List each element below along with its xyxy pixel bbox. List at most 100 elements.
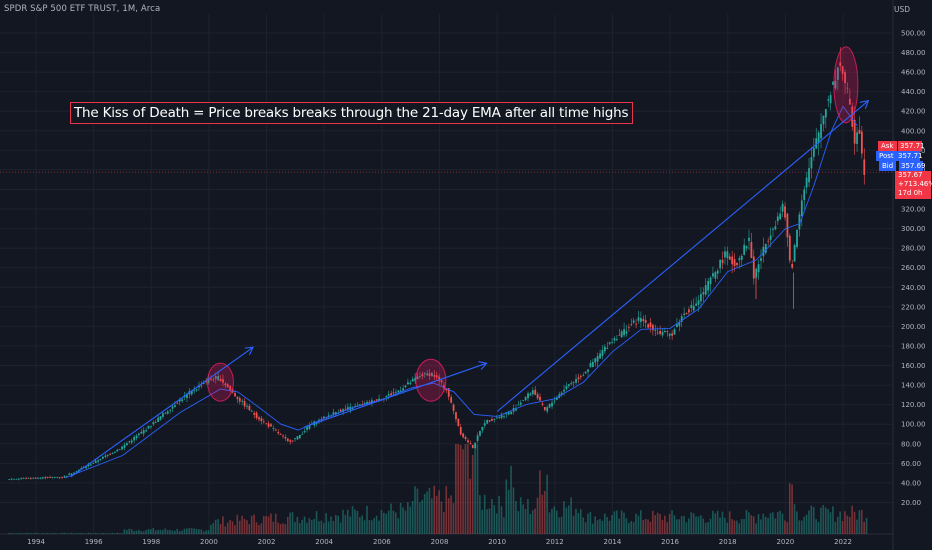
volume-bar xyxy=(138,529,140,534)
candle-body xyxy=(582,375,585,377)
volume-bar xyxy=(282,523,284,534)
volume-bar xyxy=(294,522,296,534)
trendline-arrow xyxy=(70,348,253,478)
y-tick-label: 260.00 xyxy=(901,264,926,272)
candle-body xyxy=(839,62,842,67)
volume-bar xyxy=(603,513,606,534)
volume-bar xyxy=(274,513,277,534)
volume-bar xyxy=(848,516,851,534)
volume-bar xyxy=(267,516,270,534)
candle-body xyxy=(226,384,229,388)
candle-body xyxy=(820,124,822,139)
volume-bar xyxy=(135,530,138,534)
volume-bar xyxy=(157,529,159,534)
candle-body xyxy=(630,324,633,326)
candle-body xyxy=(344,408,347,410)
candle-body xyxy=(565,386,568,390)
candle-body xyxy=(63,476,66,478)
volume-bar xyxy=(661,520,664,534)
candle-body xyxy=(603,346,606,352)
ask-label: Ask xyxy=(878,141,897,151)
candle-body xyxy=(289,440,292,443)
candle-body xyxy=(92,462,95,464)
candle-body xyxy=(555,397,558,400)
candle-body xyxy=(366,402,368,405)
candle-body xyxy=(73,472,75,474)
candle-body xyxy=(712,273,714,277)
volume-bar xyxy=(455,444,457,534)
volume-bar xyxy=(702,518,705,534)
volume-bar xyxy=(659,513,661,534)
volume-bar xyxy=(320,520,323,534)
volume-bar xyxy=(851,505,853,534)
volume-bar xyxy=(111,532,114,534)
volume-bar xyxy=(17,533,20,534)
candle-body xyxy=(346,407,349,410)
volume-bar xyxy=(22,533,25,534)
volume-bar xyxy=(392,510,395,534)
kiss-of-death-annotation[interactable]: The Kiss of Death = Price breaks breaks … xyxy=(70,102,634,124)
volume-bar xyxy=(692,513,695,534)
x-tick-label: 2000 xyxy=(200,538,218,546)
candle-body xyxy=(599,353,601,359)
volume-bar xyxy=(565,507,568,534)
candle-body xyxy=(32,477,35,479)
candle-body xyxy=(760,258,762,261)
candle-body xyxy=(784,206,786,218)
volume-bar xyxy=(625,518,628,534)
candle-body xyxy=(834,80,837,89)
volume-bar xyxy=(531,510,534,534)
volume-bar xyxy=(186,528,188,534)
candle-body xyxy=(625,331,628,334)
volume-bar xyxy=(383,512,385,534)
volume-bar xyxy=(366,505,368,534)
volume-bar xyxy=(37,533,39,534)
volume-bar xyxy=(863,521,865,534)
volume-bar xyxy=(572,515,575,534)
candle-body xyxy=(284,437,287,439)
candle-body xyxy=(642,319,645,322)
candle-body xyxy=(327,415,330,417)
volume-bar xyxy=(27,533,30,534)
candle-body xyxy=(709,277,712,285)
candle-body xyxy=(856,132,858,144)
candle-body xyxy=(193,390,196,392)
volume-bar xyxy=(834,521,837,534)
volume-bar xyxy=(419,502,421,534)
candle-body xyxy=(764,243,767,253)
candle-body xyxy=(627,327,630,329)
volume-bar xyxy=(13,533,15,534)
bid-price-tag: Bid 357.69 xyxy=(879,161,926,171)
candle-body xyxy=(824,109,827,118)
volume-bar xyxy=(363,520,366,534)
candle-body xyxy=(752,256,755,279)
candle-body xyxy=(390,393,393,396)
volume-bar xyxy=(207,530,210,534)
volume-bar xyxy=(666,522,669,534)
candle-body xyxy=(222,379,224,383)
candle-body xyxy=(17,478,20,480)
candle-body xyxy=(567,384,570,387)
volume-bar xyxy=(786,522,789,534)
candle-body xyxy=(166,411,169,414)
volume-bar xyxy=(856,519,858,534)
volume-bar xyxy=(846,515,849,534)
volume-bar xyxy=(491,499,493,534)
candle-body xyxy=(615,339,618,340)
volume-bar xyxy=(671,510,673,534)
candle-body xyxy=(104,455,107,457)
volume-bar xyxy=(65,533,68,534)
candle-body xyxy=(493,419,496,420)
volume-bar xyxy=(15,533,18,534)
volume-bar xyxy=(673,515,676,534)
candle-body xyxy=(664,330,666,333)
volume-bar xyxy=(519,497,522,534)
volume-bar xyxy=(337,515,339,534)
volume-bar xyxy=(447,498,450,534)
candle-body xyxy=(419,376,421,378)
candle-body xyxy=(238,398,241,402)
candle-body xyxy=(623,329,625,336)
volume-bar xyxy=(570,497,572,534)
candle-body xyxy=(724,251,726,258)
